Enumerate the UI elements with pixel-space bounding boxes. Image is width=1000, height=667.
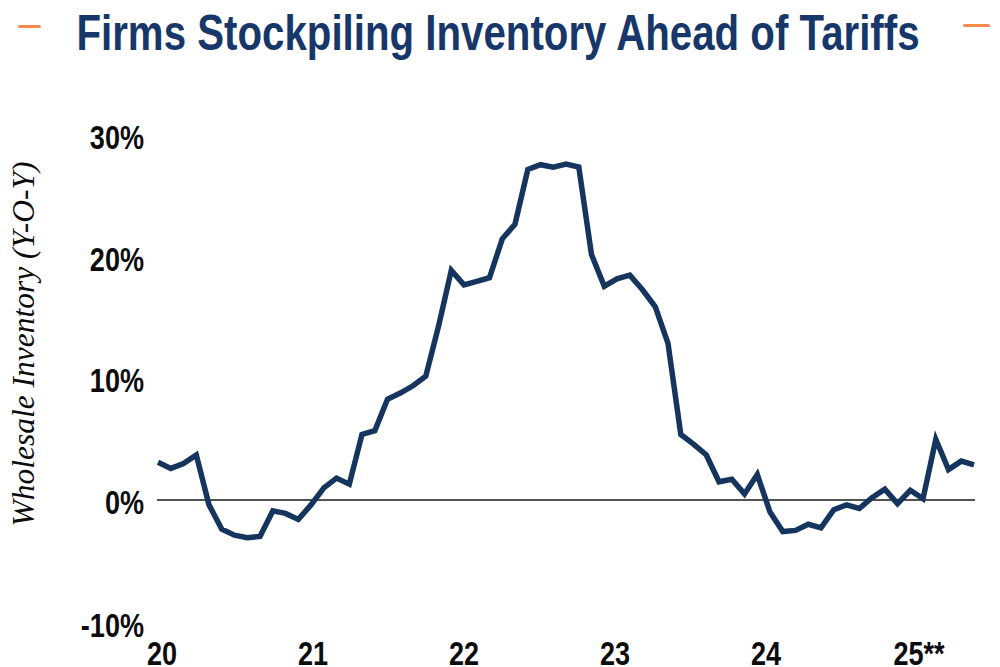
line-chart-plot bbox=[0, 0, 1000, 667]
chart-page: Firms Stockpiling Inventory Ahead of Tar… bbox=[0, 0, 1000, 667]
inventory-line-series bbox=[158, 164, 974, 538]
